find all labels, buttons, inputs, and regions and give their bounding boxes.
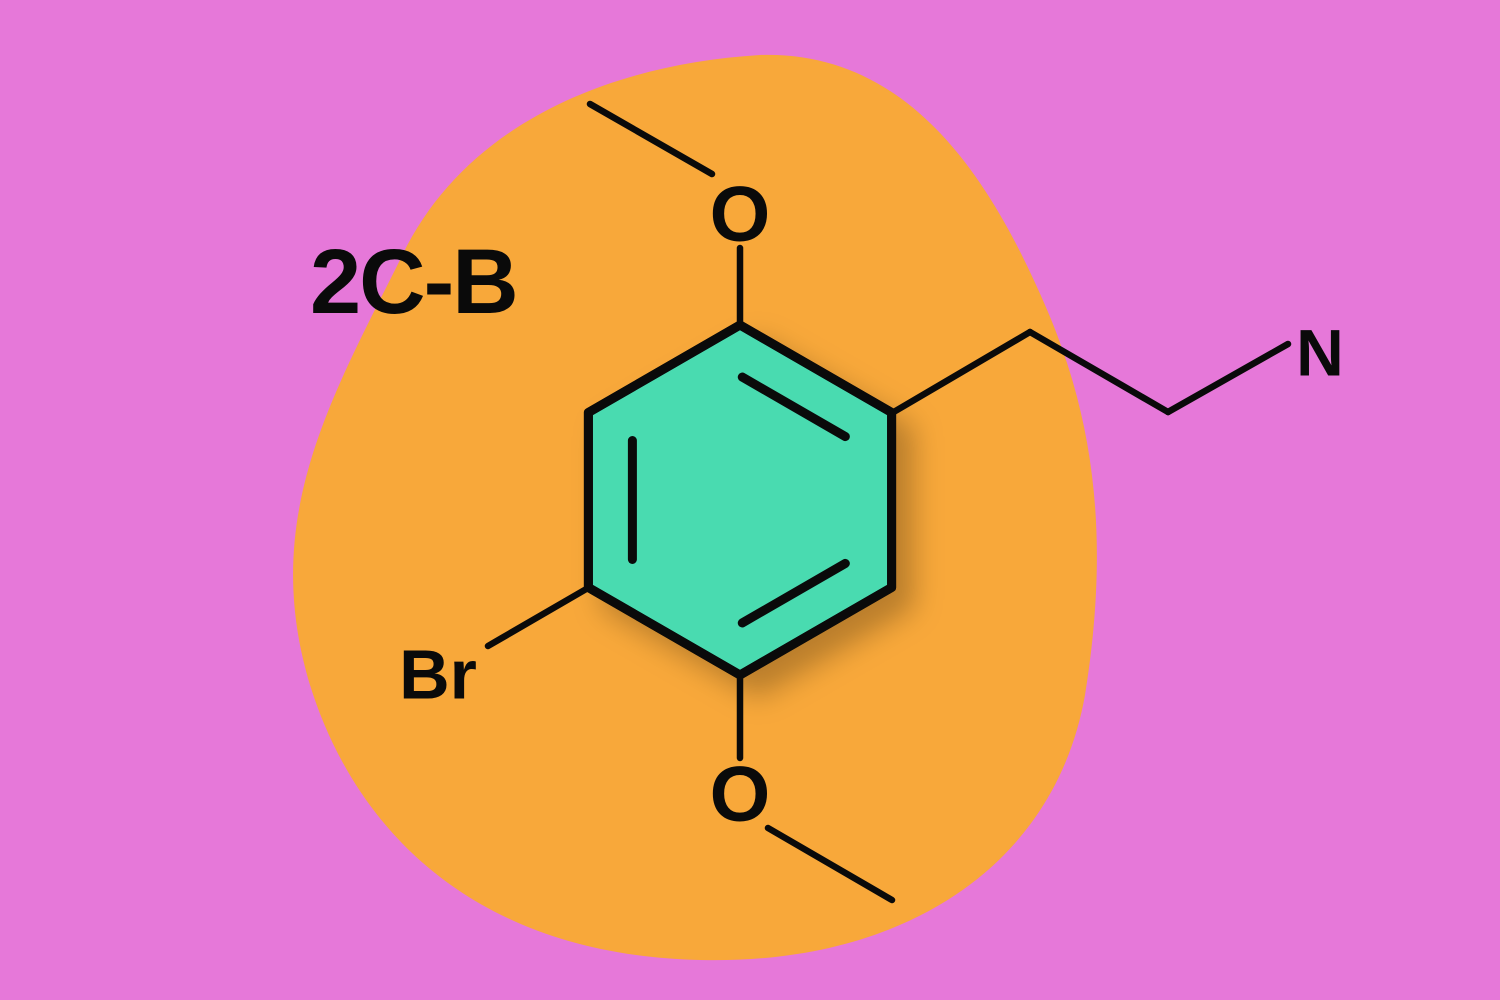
atom-label-O_top: O xyxy=(710,170,771,258)
infographic-canvas: O O Br N 2C-B xyxy=(0,0,1500,1000)
atom-label-Br: Br xyxy=(399,635,477,713)
compound-title: 2C-B xyxy=(310,230,517,335)
chemical-structure-svg: O O Br N xyxy=(0,0,1500,1000)
atom-label-O_bottom: O xyxy=(710,750,771,838)
atom-label-N: N xyxy=(1296,315,1344,389)
